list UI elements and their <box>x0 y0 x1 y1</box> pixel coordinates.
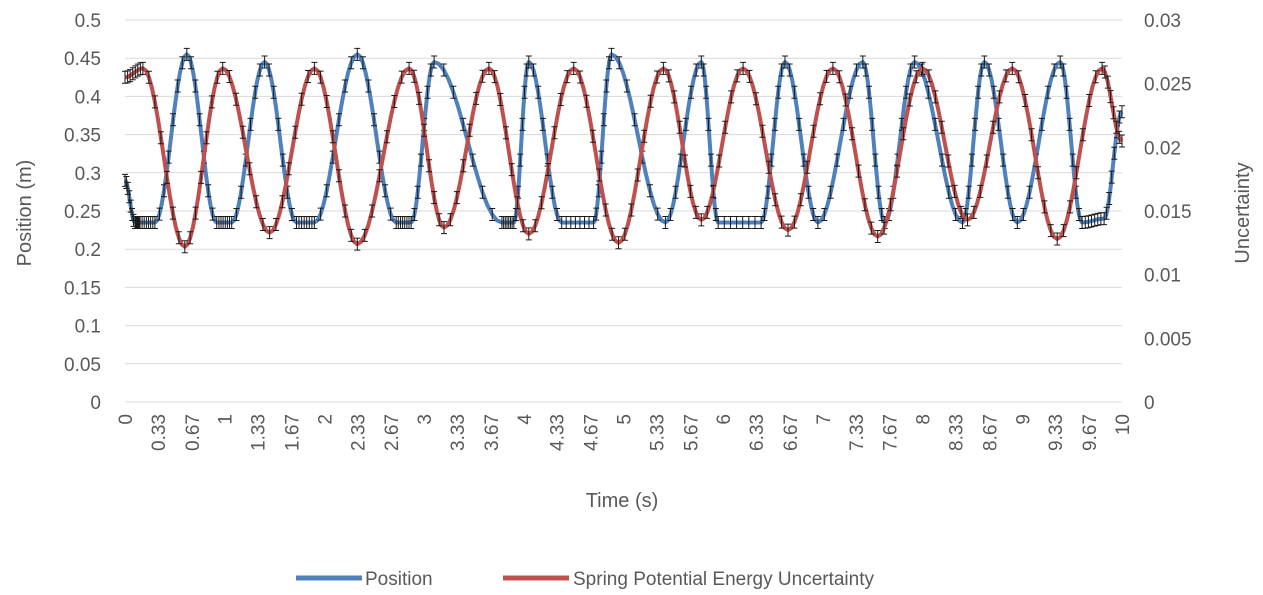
x-tick-label: 3 <box>415 414 436 425</box>
y-tick-label: 0.45 <box>64 49 101 70</box>
y-tick-label: 0.1 <box>75 317 101 338</box>
legend-label: Spring Potential Energy Uncertainty <box>573 569 874 590</box>
x-tick-label: 8.33 <box>947 414 968 451</box>
series-line <box>123 52 1124 225</box>
y2-tick-label: 0.025 <box>1144 75 1192 96</box>
legend: Position Spring Potential Energy Uncertai… <box>296 569 874 590</box>
x-tick-label: 2.33 <box>348 414 369 451</box>
y-tick-label: 0 <box>90 393 101 414</box>
x-tick-label: 8 <box>914 414 935 425</box>
x-tick-label: 0 <box>116 414 137 425</box>
y2-tick-label: 0.015 <box>1144 202 1192 223</box>
x-tick-label: 3.33 <box>448 414 469 451</box>
y2-tick-label: 0 <box>1144 393 1155 414</box>
right-y-axis-title: Uncertainty <box>1232 162 1254 263</box>
y-tick-label: 0.35 <box>64 126 101 147</box>
y-tick-label: 0.05 <box>64 355 101 376</box>
x-tick-label: 3.67 <box>482 414 503 451</box>
x-tick-label: 5.33 <box>647 414 668 451</box>
y2-tick-label: 0.03 <box>1144 11 1181 32</box>
x-tick-label: 6.33 <box>747 414 768 451</box>
left-y-axis-title: Position (m) <box>14 160 36 267</box>
x-axis-ticks: 0 0.33 0.67 1 1.33 1.67 2 2.33 2.67 3 3.33 3.67 4 4.3… <box>116 414 1134 451</box>
x-tick-label: 9 <box>1013 414 1034 425</box>
y-tick-label: 0.2 <box>75 240 101 261</box>
x-tick-label: 5 <box>615 414 636 425</box>
x-tick-label: 8.67 <box>980 414 1001 451</box>
x-tick-label: 7.33 <box>847 414 868 451</box>
legend-item: Spring Potential Energy Uncertainty <box>503 569 874 590</box>
x-tick-label: 7 <box>814 414 835 425</box>
y-tick-label: 0.4 <box>75 87 102 108</box>
x-tick-label: 10 <box>1113 414 1134 435</box>
error-bars <box>122 61 1125 254</box>
x-tick-label: 4 <box>515 414 536 425</box>
left-y-axis-ticks: 0 0.05 0.1 0.15 0.2 0.25 0.3 0.35 0.4 0.45 0.5 <box>64 11 101 414</box>
legend-label: Position <box>365 569 433 590</box>
x-tick-label: 2 <box>315 414 336 425</box>
x-tick-label: 1 <box>216 414 237 425</box>
x-axis-title: Time (s) <box>586 490 659 512</box>
error-bar-marks <box>122 61 1125 254</box>
y-tick-label: 0.3 <box>75 164 101 185</box>
y2-tick-label: 0.01 <box>1144 266 1181 287</box>
x-tick-label: 6 <box>714 414 735 425</box>
y-tick-label: 0.25 <box>64 202 101 223</box>
series-group <box>122 47 1125 254</box>
x-tick-label: 4.67 <box>582 414 603 451</box>
legend-item: Position <box>296 569 433 590</box>
x-tick-label: 9.67 <box>1080 414 1101 451</box>
right-y-axis-ticks: 0 0.005 0.01 0.015 0.02 0.025 0.03 <box>1144 11 1192 414</box>
x-tick-label: 2.67 <box>382 414 403 451</box>
y-tick-label: 0.5 <box>75 11 101 32</box>
x-tick-label: 7.67 <box>881 414 902 451</box>
y-tick-label: 0.15 <box>64 278 101 299</box>
y2-tick-label: 0.02 <box>1144 138 1181 159</box>
x-tick-label: 1.67 <box>282 414 303 451</box>
x-tick-label: 9.33 <box>1046 414 1067 451</box>
x-tick-label: 6.67 <box>781 414 802 451</box>
x-tick-label: 1.33 <box>249 414 270 451</box>
x-tick-label: 5.67 <box>681 414 702 451</box>
x-tick-label: 4.33 <box>548 414 569 451</box>
x-tick-label: 0.33 <box>149 414 170 451</box>
series-spring-uncertainty <box>122 61 1125 254</box>
series-position <box>122 47 1125 229</box>
x-tick-label: 0.67 <box>183 414 204 451</box>
y2-tick-label: 0.005 <box>1144 329 1192 350</box>
